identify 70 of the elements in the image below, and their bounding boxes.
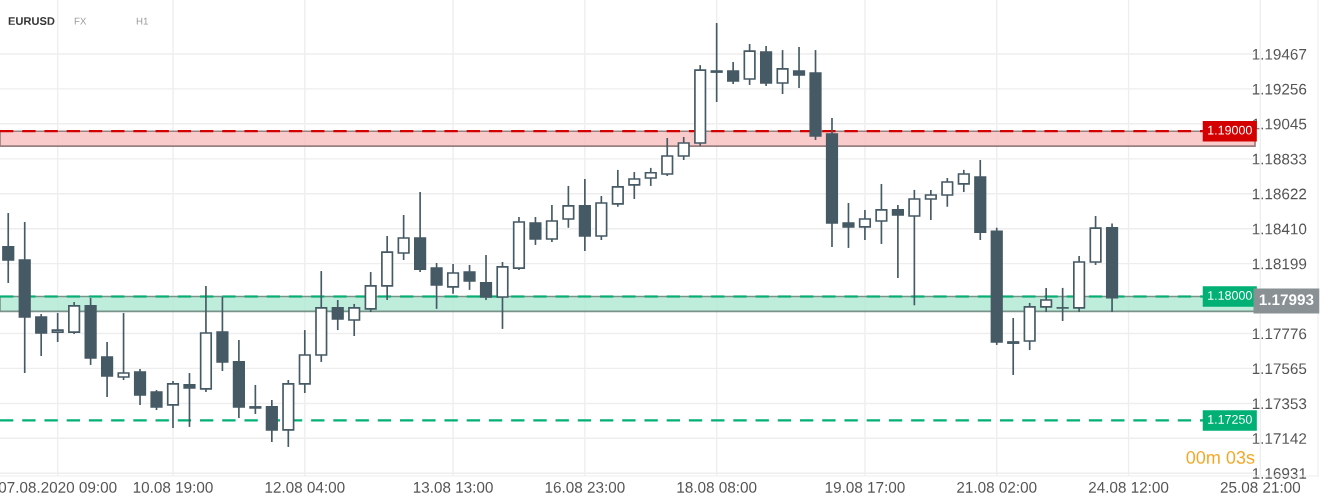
candlestick	[957, 169, 970, 193]
x-tick-label: 18.08 08:00	[677, 481, 757, 493]
candlestick	[710, 22, 723, 103]
x-tick-label: 16.08 23:00	[545, 481, 625, 493]
candlestick	[628, 171, 641, 200]
text: EURUSD	[8, 17, 55, 25]
x-tick-label: 25.08 21:00	[1220, 481, 1301, 493]
y-tick-label: 1.17565	[1252, 363, 1307, 375]
candlestick	[1007, 317, 1020, 376]
candlestick	[150, 389, 163, 411]
candlestick	[2, 212, 15, 284]
candlestick	[463, 264, 476, 291]
x-tick-label: 12.08 04:00	[265, 481, 345, 493]
y-tick-label: 1.18410	[1252, 223, 1307, 235]
candlestick	[183, 372, 196, 428]
x-tick-label: 19.08 17:00	[825, 481, 905, 493]
candlestick	[133, 368, 147, 406]
candlestick	[891, 204, 904, 279]
candlestick	[364, 271, 377, 313]
x-tick-label: 10.08 19:00	[133, 481, 213, 493]
candlestick	[858, 209, 872, 241]
candlestick	[677, 136, 690, 161]
candlestick	[446, 263, 460, 295]
y-tick-label: 1.19467	[1252, 48, 1307, 60]
candlestick	[51, 312, 64, 343]
y-tick-label: 1.19256	[1252, 83, 1307, 95]
annotation: 00m 03s	[1186, 451, 1255, 464]
x-tick-label: 24.08 12:00	[1088, 481, 1169, 493]
annotation: FX	[74, 17, 87, 25]
ref-line-label: 1.19000	[1208, 125, 1252, 135]
candlestick	[545, 204, 559, 243]
candlestick	[776, 49, 789, 95]
candlestick	[908, 189, 921, 307]
candlestick	[875, 183, 888, 245]
candlestick	[842, 202, 855, 249]
candlestick	[727, 61, 740, 85]
candlestick	[562, 185, 575, 229]
x-tick-label: 21.08 02:00	[957, 481, 1037, 493]
y-tick-label: 1.18622	[1252, 188, 1307, 200]
candlestick	[166, 380, 180, 429]
candlestick	[1040, 287, 1053, 313]
candlestick	[941, 177, 954, 208]
y-tick-label: 1.17776	[1252, 328, 1307, 340]
candlestick	[430, 262, 443, 310]
y-tick-label: 1.18199	[1252, 258, 1307, 270]
candlestick	[661, 137, 674, 177]
candlestick	[117, 312, 130, 381]
candlestick	[644, 167, 657, 187]
candlestick	[529, 216, 542, 246]
y-tick-label: 1.17353	[1252, 398, 1307, 410]
x-tick-label: 13.08 13:00	[413, 481, 493, 493]
candlestick	[249, 384, 262, 415]
annotation: 1.17993	[1259, 294, 1314, 306]
y-tick-label: 1.16931	[1252, 468, 1307, 479]
candlestick	[348, 303, 361, 337]
y-tick-label: 1.17142	[1252, 433, 1307, 444]
candlestick	[265, 399, 278, 443]
ref-line-label: 1.17250	[1208, 414, 1252, 424]
candlestick	[792, 46, 806, 89]
annotation: H1	[136, 17, 148, 25]
candlestick	[479, 254, 493, 301]
candlestick	[331, 299, 344, 331]
candlestick	[611, 169, 624, 208]
candlestick	[100, 341, 114, 398]
y-tick-label: 1.18833	[1252, 153, 1307, 165]
candlestick	[397, 214, 410, 261]
candlestick	[35, 313, 48, 357]
candlestick	[1056, 287, 1069, 322]
ref-line-label: 1.18000	[1208, 291, 1252, 300]
candlestick	[924, 189, 937, 221]
